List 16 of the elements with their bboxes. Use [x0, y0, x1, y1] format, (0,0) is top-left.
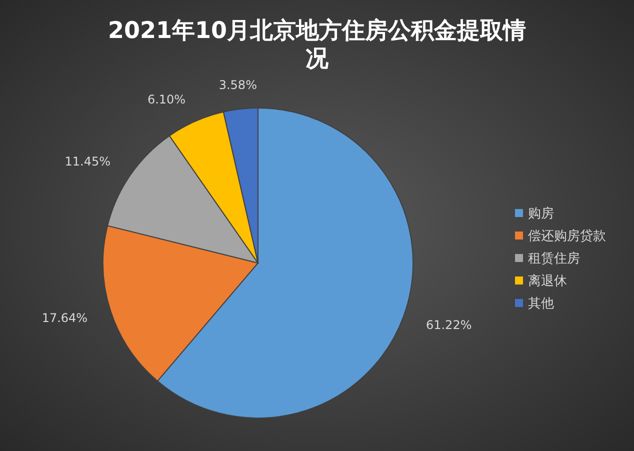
legend-entry: 离退休 — [515, 274, 567, 289]
legend-entry: 租赁住房 — [515, 252, 580, 266]
legend-label: 租赁住房 — [528, 250, 580, 266]
data-label: 3.58% — [218, 78, 257, 92]
data-label: 61.22% — [426, 318, 472, 332]
legend-label: 其他 — [528, 296, 554, 312]
legend-entry: 偿还购房贷款 — [515, 229, 606, 244]
legend-label: 偿还购房贷款 — [528, 228, 606, 244]
data-label: 17.64% — [42, 310, 88, 325]
chart-title: 2021年10月北京地方住房公积金提取情况 — [108, 17, 526, 72]
slice-label: 购房 — [528, 206, 554, 222]
legend-entry: 购房 — [515, 206, 554, 222]
legend-label: 离退休 — [528, 273, 567, 289]
data-label: 6.10% — [147, 92, 186, 106]
legend-entry: 其他 — [515, 296, 554, 312]
data-label: 11.45% — [64, 154, 111, 169]
